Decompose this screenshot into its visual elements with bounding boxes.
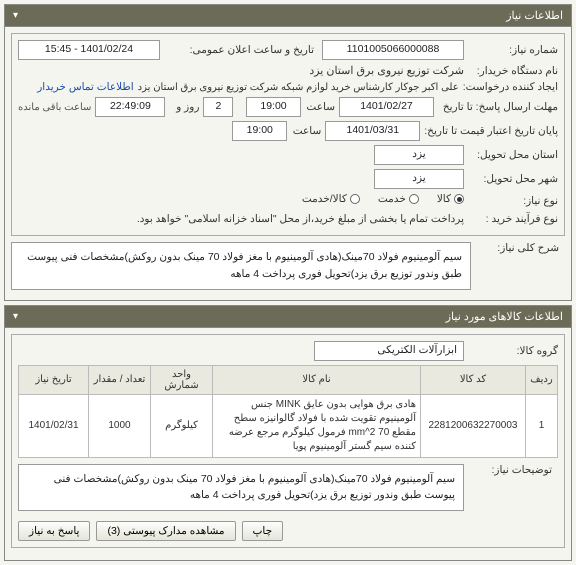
creator-label: ایجاد کننده درخواست: — [463, 81, 558, 93]
remain-suffix: ساعت باقی مانده — [18, 102, 91, 113]
attachments-button[interactable]: مشاهده مدارک پیوستی (3) — [96, 521, 235, 541]
print-button[interactable]: چاپ — [242, 521, 284, 541]
group-field: ابزارآلات الکتریکی — [314, 341, 464, 361]
th-unit: واحد شمارش — [151, 365, 213, 394]
notes-label: توضیحات نیاز: — [468, 464, 558, 476]
buyer-value: شرکت توزیع نیروی برق استان یزد — [309, 64, 464, 77]
goods-panel-body: گروه کالا: ابزارآلات الکتریکی ردیف کد کا… — [5, 328, 571, 561]
radio-both-label: کالا/خدمت — [302, 193, 347, 205]
button-row: چاپ مشاهده مدارک پیوستی (3) پاسخ به نیاز — [18, 515, 558, 541]
info-inner: شماره نیاز: 1101005066000088 تاریخ و ساع… — [11, 33, 565, 236]
cell-code: 2281200632270003 — [421, 394, 526, 457]
cell-idx: 1 — [526, 394, 558, 457]
reply-button[interactable]: پاسخ به نیاز — [18, 521, 90, 541]
creator-value: علی اکبر جوکار کارشناس خرید لوازم شبکه ش… — [138, 82, 459, 93]
th-code: کد کالا — [421, 365, 526, 394]
goods-panel-header: اطلاعات کالاهای مورد نیاز ▾ — [5, 306, 571, 328]
info-panel-header: اطلاعات نیاز ▾ — [5, 5, 571, 27]
table-header-row: ردیف کد کالا نام کالا واحد شمارش تعداد /… — [19, 365, 558, 394]
goods-table: ردیف کد کالا نام کالا واحد شمارش تعداد /… — [18, 365, 558, 458]
cell-name: هادی برق هوایی بدون عایق MINK جنس آلومین… — [213, 394, 421, 457]
need-type-radios: کالا خدمت کالا/خدمت — [302, 193, 464, 205]
reply-deadline-label: مهلت ارسال پاسخ: تا تاریخ — [438, 101, 558, 113]
notes-text: سیم آلومینیوم فولاد 70مینک(هادی آلومینیو… — [18, 464, 464, 512]
goods-panel: اطلاعات کالاهای مورد نیاز ▾ گروه کالا: ا… — [4, 305, 572, 562]
buyer-label: نام دستگاه خریدار: — [468, 65, 558, 77]
validity-time-field: 19:00 — [232, 121, 287, 141]
radio-kala[interactable]: کالا — [437, 193, 464, 205]
contact-link[interactable]: اطلاعات تماس خریدار — [37, 81, 133, 93]
info-panel-body: شماره نیاز: 1101005066000088 تاریخ و ساع… — [5, 27, 571, 300]
radio-khedmat[interactable]: خدمت — [378, 193, 419, 205]
city-loc-field: یزد — [374, 169, 464, 189]
process-note: پرداخت تمام یا بخشی از مبلغ خرید،از محل … — [137, 213, 464, 225]
pub-label: تاریخ و ساعت اعلان عمومی: — [164, 44, 314, 56]
cell-date: 1401/02/31 — [19, 394, 89, 457]
radio-dot-icon — [409, 194, 419, 204]
city-loc-label: شهر محل تحویل: — [468, 173, 558, 185]
th-name: نام کالا — [213, 365, 421, 394]
cell-unit: کیلوگرم — [151, 394, 213, 457]
reply-date-field: 1401/02/27 — [339, 97, 434, 117]
info-panel-title: اطلاعات نیاز — [506, 9, 563, 22]
time-label-1: ساعت — [305, 101, 335, 113]
radio-dot-icon — [350, 194, 360, 204]
table-row: 1 2281200632270003 هادی برق هوایی بدون ع… — [19, 394, 558, 457]
cell-qty: 1000 — [89, 394, 151, 457]
reply-time-field: 19:00 — [246, 97, 301, 117]
days-field: 2 — [203, 97, 233, 117]
info-panel: اطلاعات نیاز ▾ شماره نیاز: 1101005066000… — [4, 4, 572, 301]
validity-label: پایان تاریخ اعتبار قیمت تا تاریخ: — [424, 125, 558, 137]
radio-both[interactable]: کالا/خدمت — [302, 193, 360, 205]
need-no-label: شماره نیاز: — [468, 44, 558, 56]
th-date: تاریخ نیاز — [19, 365, 89, 394]
need-no-field: 1101005066000088 — [322, 40, 464, 60]
process-label: نوع فرآیند خرید : — [468, 213, 558, 225]
subject-text: سیم آلومینیوم فولاد 70مینک(هادی آلومینیو… — [11, 242, 471, 290]
goods-panel-title: اطلاعات کالاهای مورد نیاز — [446, 310, 563, 323]
days-label: روز و — [169, 101, 199, 113]
radio-khedmat-label: خدمت — [378, 193, 406, 205]
th-qty: تعداد / مقدار — [89, 365, 151, 394]
time-label-2: ساعت — [291, 125, 321, 137]
req-loc-field: یزد — [374, 145, 464, 165]
th-idx: ردیف — [526, 365, 558, 394]
goods-inner: گروه کالا: ابزارآلات الکتریکی ردیف کد کا… — [11, 334, 565, 549]
need-type-label: نوع نیاز: — [468, 195, 558, 207]
req-loc-label: استان محل تحویل: — [468, 149, 558, 161]
validity-date-field: 1401/03/31 — [325, 121, 420, 141]
collapse-icon[interactable]: ▾ — [13, 10, 18, 21]
pub-field: 1401/02/24 - 15:45 — [18, 40, 160, 60]
radio-kala-label: کالا — [437, 193, 451, 205]
collapse-icon[interactable]: ▾ — [13, 311, 18, 322]
subject-label: شرح کلی نیاز: — [475, 242, 565, 254]
remain-time-field: 22:49:09 — [95, 97, 165, 117]
radio-dot-icon — [454, 194, 464, 204]
group-label: گروه کالا: — [468, 345, 558, 357]
